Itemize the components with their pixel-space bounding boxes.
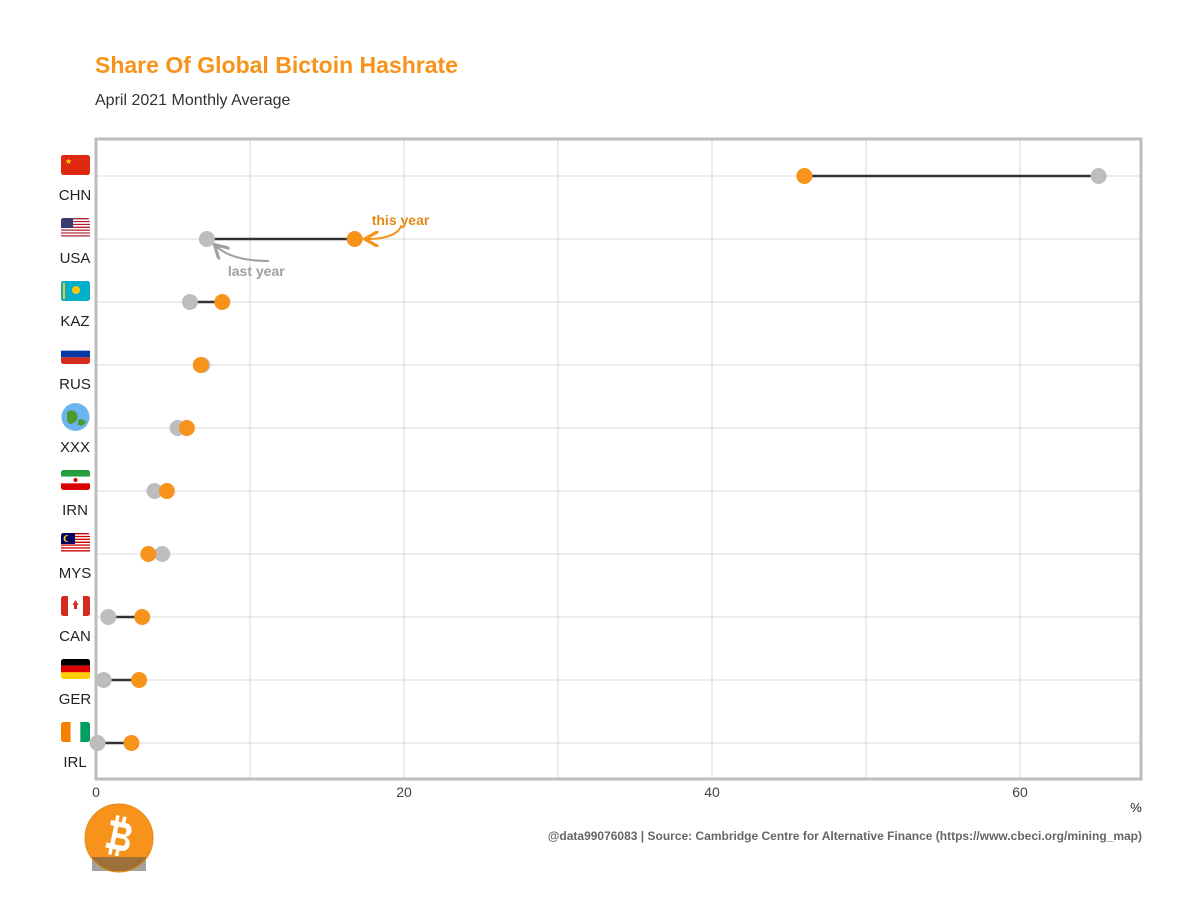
this-year-point xyxy=(796,168,813,184)
flag-rus-icon xyxy=(61,344,90,364)
source-caption: @data99076083 | Source: Cambridge Centre… xyxy=(547,829,1142,843)
country-label: KAZ xyxy=(60,313,89,330)
bitcoin-logo xyxy=(84,803,154,873)
this-year-point xyxy=(178,420,195,436)
last-year-point xyxy=(146,483,163,499)
this-year-point xyxy=(158,483,175,499)
flag-irl-icon xyxy=(61,722,90,742)
plot-frame xyxy=(94,137,1143,781)
last-year-point xyxy=(100,609,117,625)
this-year-point xyxy=(123,735,140,751)
flag-ger-icon xyxy=(61,659,90,679)
last-year-point xyxy=(181,294,198,310)
flag-chn-icon: ★ xyxy=(61,155,90,175)
this-year-point xyxy=(131,672,148,688)
this-year-point xyxy=(134,609,151,625)
this-year-point xyxy=(214,294,231,310)
country-label: CHN xyxy=(59,187,92,204)
x-axis-unit: % xyxy=(1130,800,1142,815)
last-year-point xyxy=(154,546,171,562)
this-year-point xyxy=(140,546,157,562)
this-year-arrow xyxy=(367,224,403,239)
this-year-point xyxy=(192,357,209,373)
flag-usa-icon xyxy=(61,218,90,238)
x-tick-label: 0 xyxy=(92,784,100,800)
x-tick-label: 20 xyxy=(396,784,412,800)
country-label: XXX xyxy=(60,439,90,456)
country-label: CAN xyxy=(59,628,91,645)
this-year-point xyxy=(346,231,363,247)
this-year-annotation: this year xyxy=(372,212,430,228)
last-year-point xyxy=(89,735,106,751)
x-tick-label: 40 xyxy=(704,784,720,800)
flag-irn-icon xyxy=(61,470,90,490)
chart-title: Share Of Global Bictoin Hashrate xyxy=(95,52,458,78)
last-year-point xyxy=(95,672,112,688)
last-year-arrow xyxy=(216,246,269,262)
x-tick-label: 60 xyxy=(1012,784,1028,800)
last-year-point xyxy=(1090,168,1107,184)
country-label: GER xyxy=(59,691,92,708)
country-label: USA xyxy=(60,250,91,267)
country-label: MYS xyxy=(59,565,92,582)
flag-kaz-icon xyxy=(61,281,90,301)
country-label: IRN xyxy=(62,502,88,519)
last-year-point xyxy=(198,231,215,247)
svg-text:★: ★ xyxy=(65,157,72,166)
last-year-annotation: last year xyxy=(228,263,285,279)
flag-mys-icon xyxy=(61,533,90,553)
flag-can-icon xyxy=(61,596,90,616)
flag-xxx-icon xyxy=(61,403,90,431)
chart-subtitle: April 2021 Monthly Average xyxy=(95,92,291,109)
country-label: IRL xyxy=(63,754,86,771)
country-label: RUS xyxy=(59,376,91,393)
